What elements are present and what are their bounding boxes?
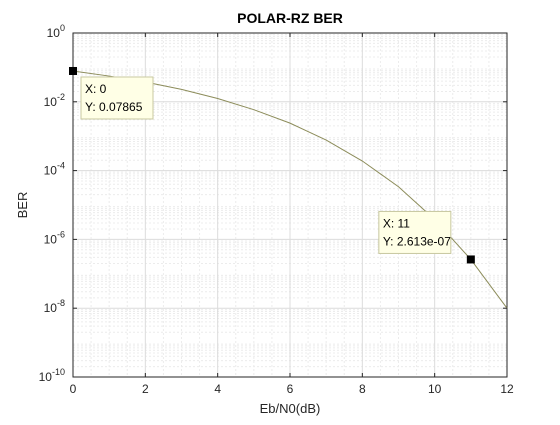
datatip-y-label: Y: 2.613e-07 bbox=[383, 234, 451, 248]
datatip-box[interactable] bbox=[378, 210, 452, 254]
datatips: X: 0 Y: 0.07865 X: 11 Y: 2.613e-07 bbox=[69, 66, 475, 264]
x-tick-label: 12 bbox=[500, 382, 514, 396]
x-tick-label: 10 bbox=[428, 382, 442, 396]
y-tick-label: 10-4 bbox=[44, 161, 65, 178]
x-axis-label: Eb/N0(dB) bbox=[260, 401, 321, 416]
datatip-x-label: X: 0 bbox=[85, 82, 107, 96]
x-tick-label: 2 bbox=[142, 382, 149, 396]
y-axis-label: BER bbox=[15, 192, 30, 219]
chart-title: POLAR-RZ BER bbox=[237, 10, 343, 26]
axis-ticks bbox=[72, 32, 508, 378]
x-tick-label: 0 bbox=[70, 382, 77, 396]
datatip-box[interactable] bbox=[80, 76, 154, 120]
x-tick-label: 6 bbox=[287, 382, 294, 396]
y-tick-label: 10-2 bbox=[44, 92, 65, 109]
y-tick-label: 10-6 bbox=[44, 229, 65, 246]
y-tick-label: 10-8 bbox=[44, 298, 65, 315]
datatip-x-label: X: 11 bbox=[383, 216, 410, 230]
x-tick-label: 8 bbox=[359, 382, 366, 396]
tick-labels: 0 2 4 6 8 10 12 100 10-2 10-4 10-6 10-8 10-10 bbox=[39, 23, 514, 396]
x-tick-label: 4 bbox=[214, 382, 221, 396]
datatip-marker[interactable] bbox=[69, 66, 77, 75]
y-tick-label: 100 bbox=[47, 23, 65, 40]
datatip-marker[interactable] bbox=[466, 255, 475, 264]
y-tick-label: 10-10 bbox=[39, 367, 65, 384]
datatip-y-label: Y: 0.07865 bbox=[85, 100, 143, 114]
